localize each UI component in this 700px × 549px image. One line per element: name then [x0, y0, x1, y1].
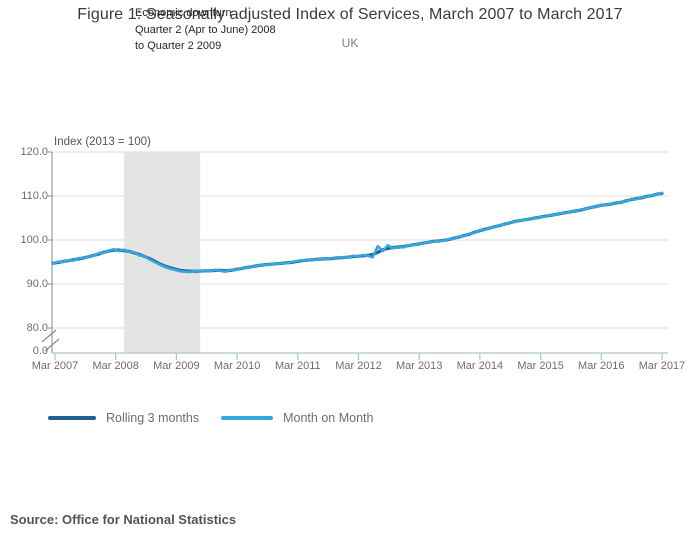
figure-subtitle: UK	[341, 36, 359, 50]
x-tick-label: Mar 2014	[456, 360, 504, 372]
x-tick-label: Mar 2016	[578, 360, 625, 372]
x-tick-label: Mar 2012	[335, 360, 382, 372]
x-tick-label: Mar 2009	[153, 360, 200, 372]
recession-annotation-line-2: Quarter 2 (Apr to June) 2008	[135, 23, 276, 36]
recession-annotation-line-1: Economic downturn	[135, 7, 232, 19]
y-tick-label: 0.0	[32, 345, 48, 357]
line-chart-plot-area	[41, 151, 668, 360]
rolling-3-months-legend-label: Rolling 3 months	[106, 411, 200, 425]
y-tick-label: 120.0	[20, 146, 48, 158]
x-tick-label: Mar 2013	[395, 360, 443, 372]
y-tick-label: 110.0	[21, 190, 48, 202]
x-tick-label: Mar 2008	[92, 360, 139, 372]
x-tick-label: Mar 2011	[274, 360, 321, 372]
month-on-month-line-swatch	[221, 416, 274, 420]
chart-legend: Rolling 3 months Month on Month	[48, 411, 373, 425]
recession-annotation: Economic downturn Quarter 2 (Apr to June…	[135, 5, 276, 55]
x-tick-label: Mar 2017	[638, 360, 686, 372]
figure-title: Figure 1: Seasonally adjusted Index of S…	[77, 6, 623, 23]
source-attribution: Source: Office for National Statistics	[10, 512, 237, 527]
legend-item-rolling-3-months: Rolling 3 months	[48, 411, 199, 425]
x-tick-label: Mar 2010	[213, 360, 261, 372]
month-on-month-legend-label: Month on Month	[283, 411, 374, 425]
y-tick-label: 100.0	[20, 234, 48, 246]
rolling-3-months-line-swatch	[48, 416, 96, 420]
y-tick-label: 90.0	[26, 278, 48, 290]
x-tick-label: Mar 2007	[31, 360, 79, 372]
x-tick-label: Mar 2015	[517, 360, 564, 372]
y-tick-label: 80.0	[26, 322, 48, 334]
legend-item-month-on-month: Month on Month	[221, 411, 373, 425]
y-axis-title: Index (2013 = 100)	[54, 136, 151, 148]
recession-annotation-line-3: to Quarter 2 2009	[135, 40, 222, 52]
